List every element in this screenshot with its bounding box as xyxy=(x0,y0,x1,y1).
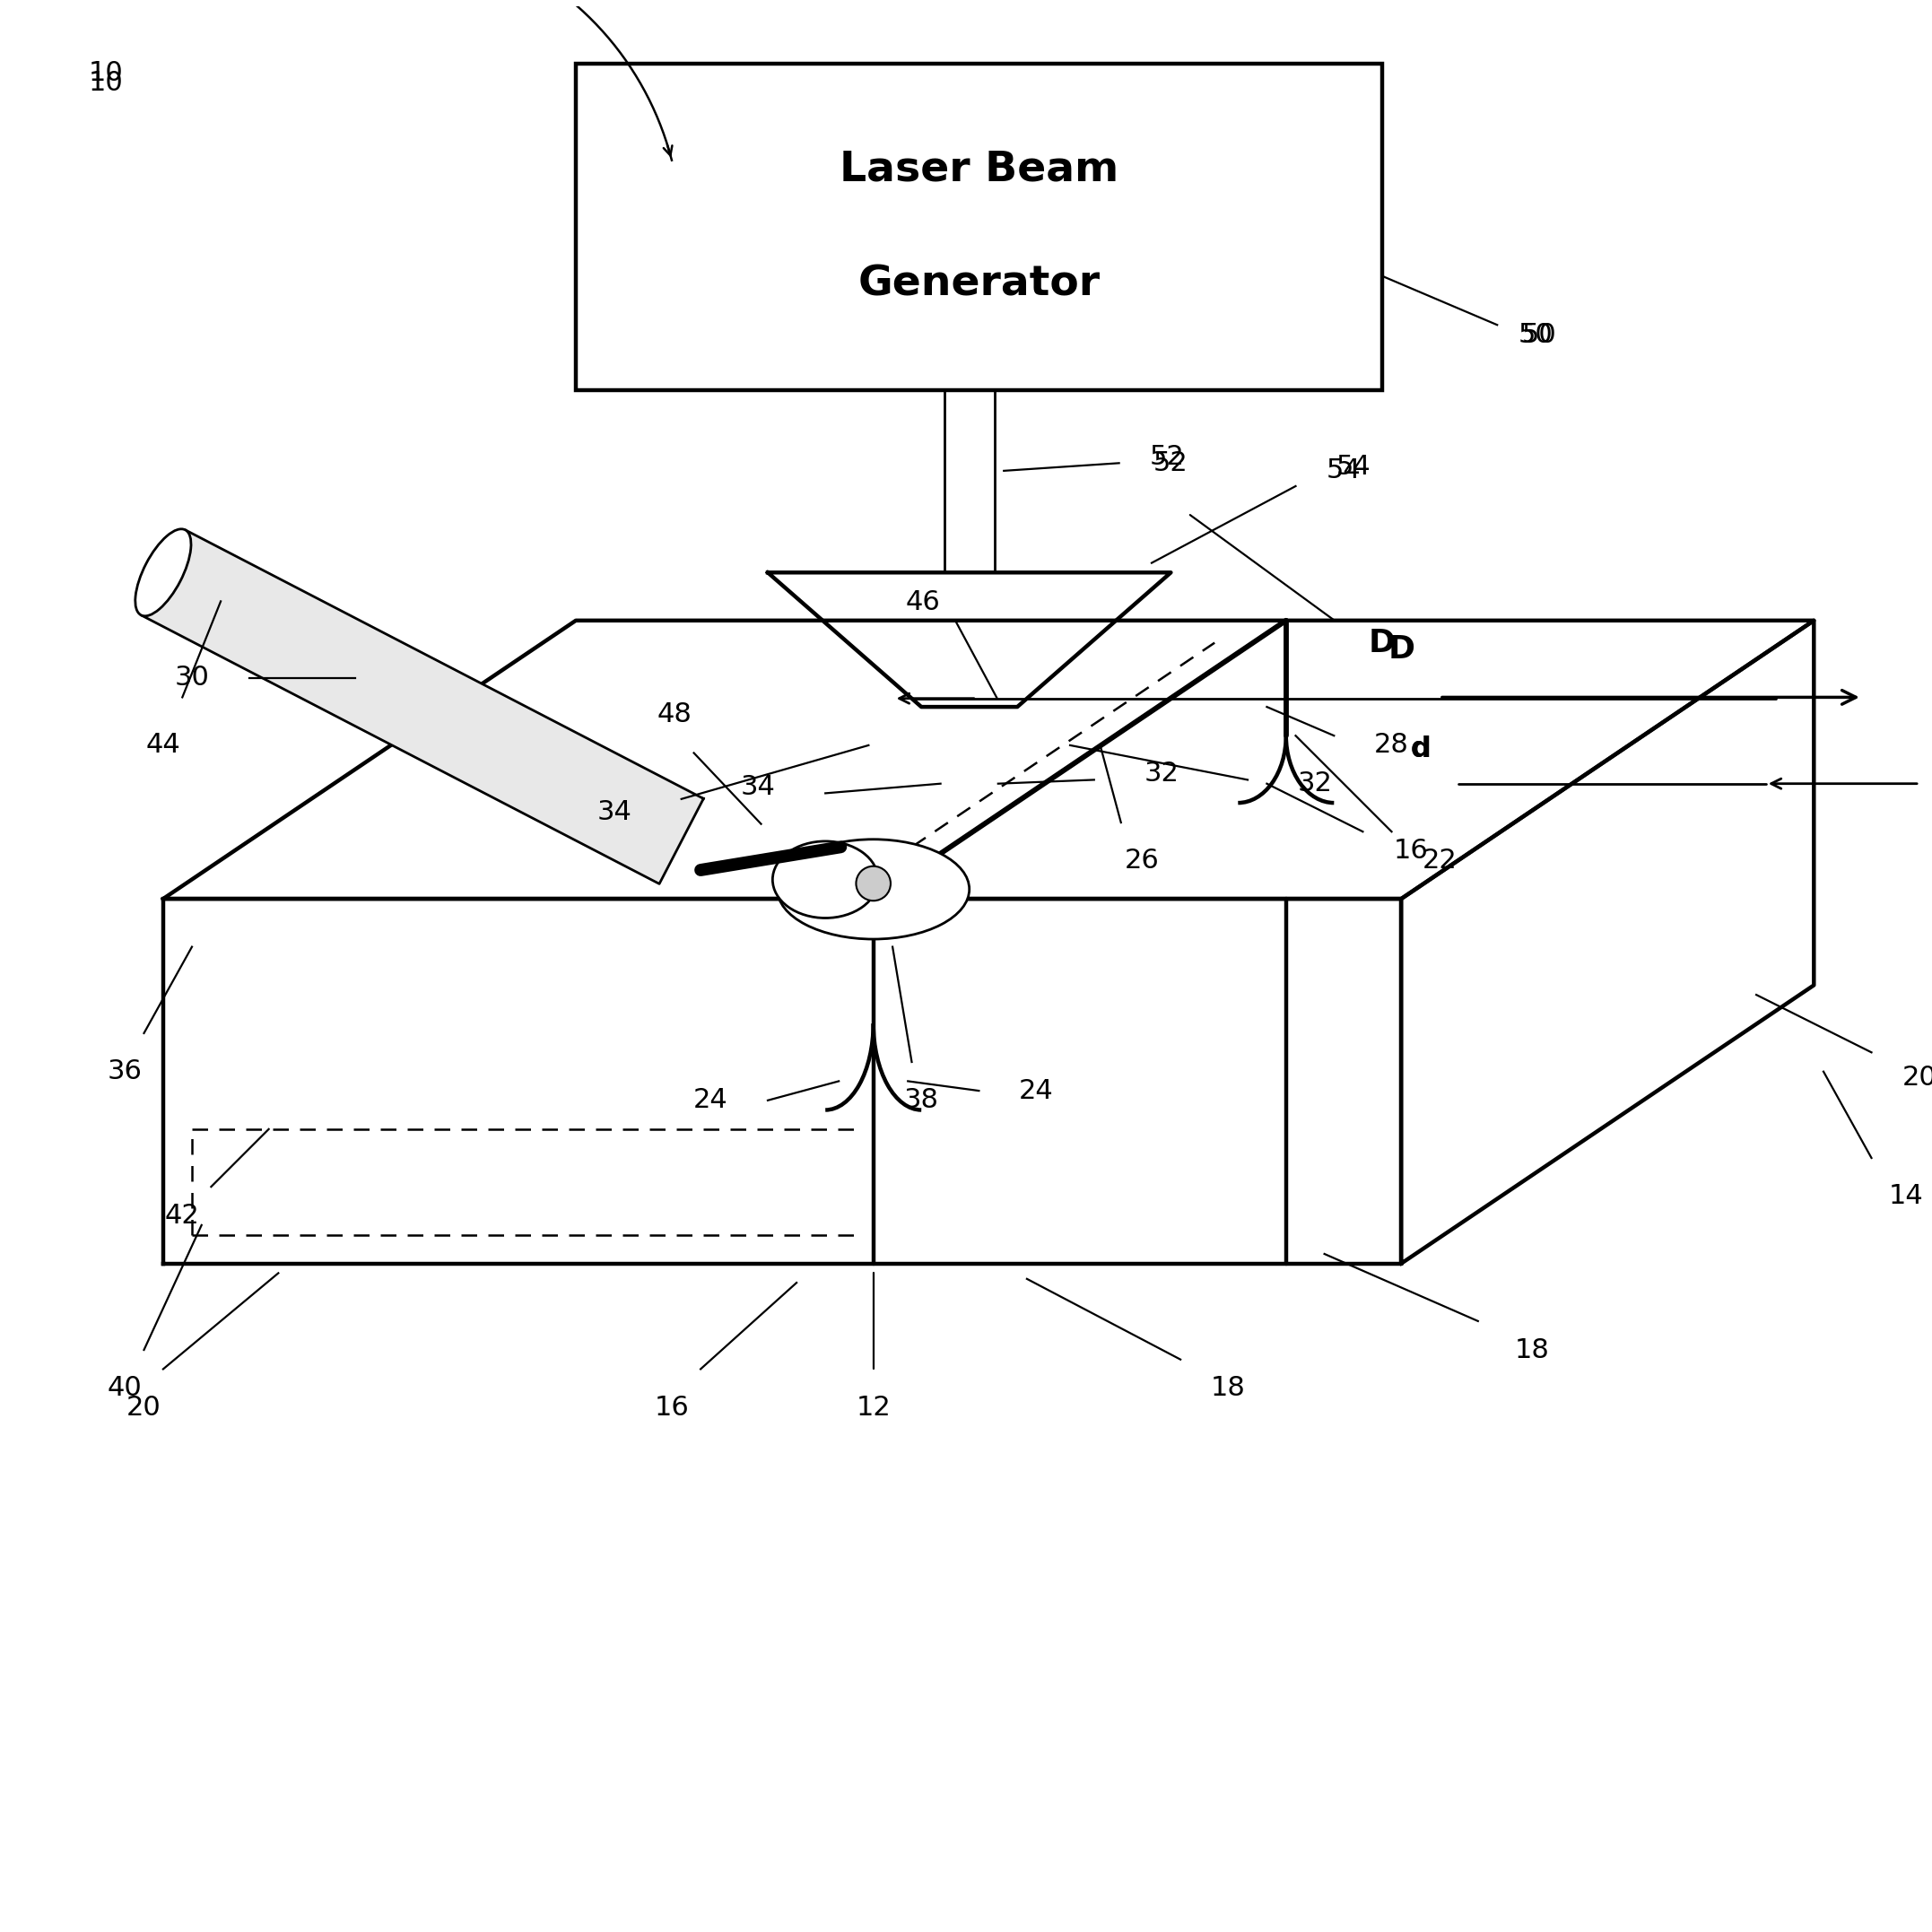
Text: 34: 34 xyxy=(740,775,775,800)
Ellipse shape xyxy=(856,866,891,900)
Text: d: d xyxy=(1410,736,1432,763)
Text: 24: 24 xyxy=(694,1088,728,1113)
Text: 12: 12 xyxy=(856,1395,891,1420)
Text: 20: 20 xyxy=(1903,1065,1932,1090)
Text: 24: 24 xyxy=(1018,1078,1053,1103)
Text: d: d xyxy=(1410,736,1432,763)
Text: 38: 38 xyxy=(904,1088,939,1113)
Text: 54: 54 xyxy=(1325,458,1360,483)
Text: 34: 34 xyxy=(597,800,632,825)
Text: 28: 28 xyxy=(1374,732,1408,757)
Text: 30: 30 xyxy=(174,665,209,692)
Text: 32: 32 xyxy=(1298,771,1333,796)
Text: 40: 40 xyxy=(108,1376,143,1401)
Text: D: D xyxy=(1387,634,1414,665)
Text: 26: 26 xyxy=(1124,848,1159,873)
Text: 10: 10 xyxy=(89,70,124,97)
Text: Generator: Generator xyxy=(858,265,1099,305)
Polygon shape xyxy=(141,529,703,883)
Text: 52: 52 xyxy=(1150,444,1184,469)
Text: 14: 14 xyxy=(1889,1182,1924,1209)
Text: 32: 32 xyxy=(1144,761,1179,786)
Text: 52: 52 xyxy=(1153,450,1188,475)
Text: 18: 18 xyxy=(1211,1376,1246,1401)
Text: 48: 48 xyxy=(657,701,692,728)
Ellipse shape xyxy=(777,838,970,939)
Text: 16: 16 xyxy=(1393,838,1428,864)
Text: Laser Beam: Laser Beam xyxy=(838,149,1119,189)
Text: 18: 18 xyxy=(1515,1337,1549,1362)
Ellipse shape xyxy=(135,529,191,616)
Text: 36: 36 xyxy=(108,1059,143,1084)
Text: D: D xyxy=(1368,628,1395,659)
Text: 50: 50 xyxy=(1519,323,1553,348)
Ellipse shape xyxy=(773,840,879,918)
Text: 22: 22 xyxy=(1422,848,1457,873)
Text: 10: 10 xyxy=(89,60,124,87)
Polygon shape xyxy=(1401,620,1814,1264)
Polygon shape xyxy=(162,898,1401,1264)
Text: 42: 42 xyxy=(164,1202,199,1229)
Text: 46: 46 xyxy=(906,589,941,616)
Polygon shape xyxy=(767,572,1171,707)
Text: 16: 16 xyxy=(655,1395,690,1420)
Polygon shape xyxy=(162,620,1814,898)
Text: 54: 54 xyxy=(1335,454,1370,479)
Text: 20: 20 xyxy=(128,1395,162,1420)
Text: 44: 44 xyxy=(145,732,180,757)
Bar xyxy=(576,64,1381,390)
Text: 50: 50 xyxy=(1522,323,1557,348)
